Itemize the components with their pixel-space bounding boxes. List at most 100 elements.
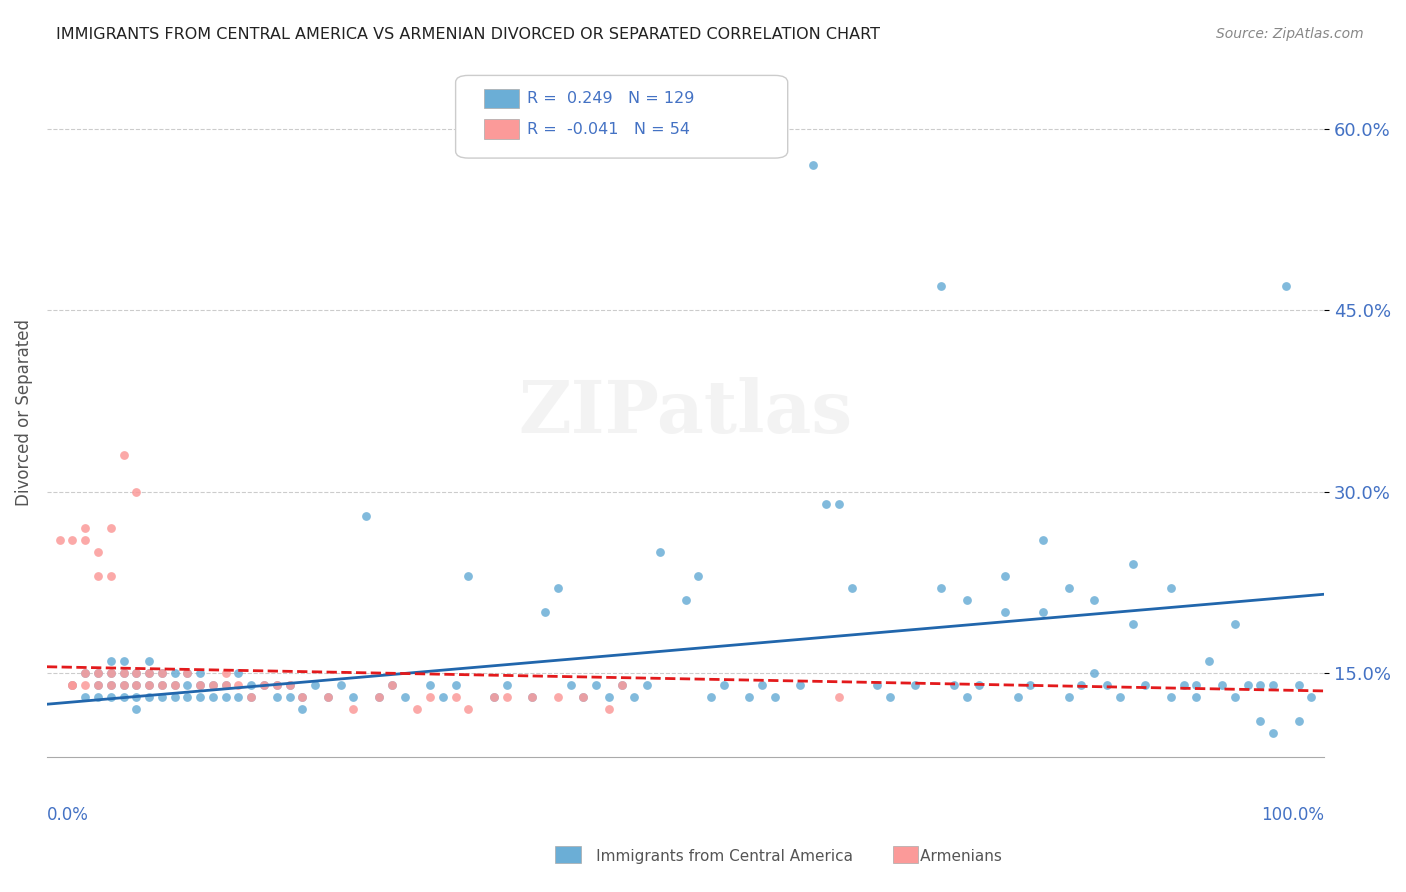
Point — [87, 678, 110, 692]
Point — [942, 678, 965, 692]
Point — [266, 690, 288, 704]
Point — [1223, 690, 1246, 704]
Point — [87, 665, 110, 680]
Point — [75, 533, 97, 547]
Point — [150, 665, 173, 680]
Point — [636, 678, 658, 692]
Point — [1198, 654, 1220, 668]
Point — [100, 690, 122, 704]
Point — [610, 678, 633, 692]
Point — [1122, 617, 1144, 632]
Point — [1288, 714, 1310, 728]
Point — [482, 690, 505, 704]
Point — [215, 678, 238, 692]
Point — [547, 690, 569, 704]
Point — [278, 678, 301, 692]
Point — [623, 690, 645, 704]
Point — [62, 533, 84, 547]
Point — [381, 678, 404, 692]
Point — [955, 593, 977, 607]
Point — [112, 665, 135, 680]
Point — [1301, 690, 1323, 704]
Point — [1122, 557, 1144, 571]
Point — [1083, 593, 1105, 607]
Point — [125, 678, 148, 692]
Point — [342, 690, 364, 704]
Point — [125, 702, 148, 716]
Point — [112, 665, 135, 680]
Point — [1211, 678, 1233, 692]
Point — [176, 665, 198, 680]
Point — [1223, 617, 1246, 632]
Point — [1173, 678, 1195, 692]
Point — [112, 690, 135, 704]
Point — [176, 690, 198, 704]
Point — [444, 690, 467, 704]
Point — [1070, 678, 1092, 692]
Point — [560, 678, 582, 692]
Point — [138, 690, 160, 704]
Point — [929, 279, 952, 293]
Point — [112, 678, 135, 692]
Point — [75, 678, 97, 692]
Point — [381, 678, 404, 692]
Point — [100, 654, 122, 668]
Point — [1261, 678, 1284, 692]
Point — [75, 665, 97, 680]
Point — [48, 533, 70, 547]
Point — [432, 690, 454, 704]
Point — [879, 690, 901, 704]
Point — [929, 581, 952, 595]
Point — [100, 521, 122, 535]
Point — [62, 678, 84, 692]
Point — [1032, 533, 1054, 547]
Point — [419, 678, 441, 692]
Point — [201, 678, 224, 692]
Point — [1249, 678, 1271, 692]
Text: ZIPatlas: ZIPatlas — [519, 377, 852, 449]
Point — [75, 665, 97, 680]
Point — [763, 690, 786, 704]
Point — [163, 665, 186, 680]
Point — [125, 665, 148, 680]
Point — [1261, 726, 1284, 740]
Text: R =  -0.041   N = 54: R = -0.041 N = 54 — [527, 121, 690, 136]
Point — [125, 690, 148, 704]
Point — [1160, 690, 1182, 704]
Point — [1135, 678, 1157, 692]
Point — [534, 606, 557, 620]
Point — [1160, 581, 1182, 595]
Point — [406, 702, 429, 716]
Point — [125, 665, 148, 680]
Point — [112, 654, 135, 668]
Point — [62, 678, 84, 692]
Point — [100, 665, 122, 680]
Point — [125, 484, 148, 499]
Point — [138, 665, 160, 680]
Point — [1095, 678, 1118, 692]
Point — [125, 678, 148, 692]
Point — [1288, 678, 1310, 692]
Point — [1108, 690, 1130, 704]
Text: R =  0.249   N = 129: R = 0.249 N = 129 — [527, 91, 695, 106]
Point — [547, 581, 569, 595]
Point — [201, 690, 224, 704]
Point — [751, 678, 773, 692]
Point — [266, 678, 288, 692]
Text: 0.0%: 0.0% — [46, 805, 89, 823]
Point — [138, 678, 160, 692]
Point — [150, 690, 173, 704]
Point — [176, 665, 198, 680]
Point — [1185, 690, 1208, 704]
FancyBboxPatch shape — [456, 76, 787, 158]
Point — [291, 690, 314, 704]
Point — [163, 678, 186, 692]
Point — [713, 678, 735, 692]
Y-axis label: Divorced or Separated: Divorced or Separated — [15, 319, 32, 507]
FancyBboxPatch shape — [484, 120, 519, 139]
Point — [138, 665, 160, 680]
Point — [112, 678, 135, 692]
Point — [994, 569, 1017, 583]
Point — [482, 690, 505, 704]
Point — [572, 690, 595, 704]
